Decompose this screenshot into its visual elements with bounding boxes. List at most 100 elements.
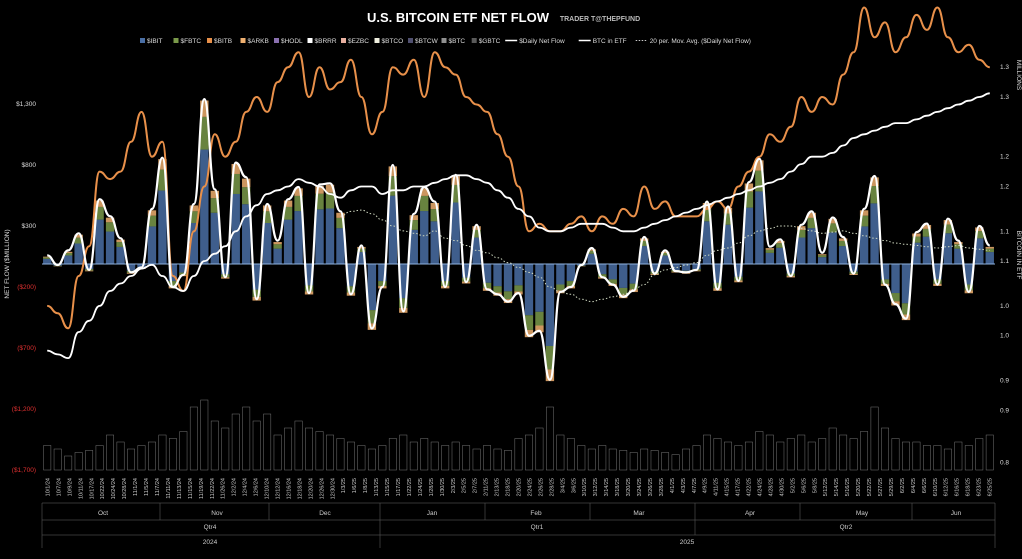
left-tick: $1,300 — [16, 101, 36, 108]
flow-bar — [168, 264, 178, 282]
flow-bar — [849, 264, 858, 272]
volume-bar — [504, 450, 512, 471]
quarter-label: Qtr2 — [840, 524, 853, 531]
x-tick-label: 12/4/24 — [243, 478, 249, 496]
flow-bar — [95, 206, 104, 220]
volume-bar — [357, 445, 366, 471]
x-tick-label: 4/15/25 — [725, 478, 731, 496]
btc-in-etf-line — [47, 92, 990, 360]
x-tick-label: 2/7/25 — [473, 478, 479, 493]
x-tick-label: 1/24/25 — [418, 478, 424, 496]
x-tick-label: 5/29/25 — [889, 478, 895, 496]
flow-bar — [105, 231, 115, 264]
legend-swatch-7 — [374, 38, 380, 43]
flow-bar — [755, 160, 764, 171]
flow-bar — [681, 264, 691, 271]
legend-swatch-4 — [274, 38, 279, 43]
flow-bar — [242, 204, 251, 264]
x-tick-label: 4/24/25 — [758, 478, 764, 496]
flow-bar — [283, 200, 293, 207]
flow-bar — [818, 254, 827, 256]
volume-bar — [975, 438, 984, 471]
x-tick-label: 11/19/24 — [199, 478, 205, 499]
flow-bar — [828, 218, 837, 224]
flow-bar — [765, 249, 775, 253]
volume-bars-layer — [43, 399, 994, 471]
flow-bar — [451, 184, 460, 203]
legend-swatch-3 — [240, 38, 246, 43]
volume-bar — [388, 438, 397, 471]
volume-bar — [462, 445, 471, 471]
flow-bar — [765, 252, 775, 264]
x-tick-label: 10/7/24 — [56, 478, 62, 496]
x-tick-label: 10/11/24 — [78, 478, 84, 499]
volume-bar — [189, 406, 198, 471]
volume-bar — [378, 445, 387, 471]
x-tick-label: 1/6/25 — [352, 478, 358, 493]
flow-bar — [441, 281, 450, 286]
volume-bar — [483, 445, 491, 471]
volume-bar — [294, 420, 303, 471]
month-label: Jan — [427, 510, 438, 517]
x-tick-label: 4/30/25 — [779, 478, 785, 496]
volume-bar — [441, 445, 450, 471]
right-tick: 0.9 — [1000, 407, 1009, 414]
flow-bar — [870, 177, 879, 187]
flow-bar — [514, 264, 523, 286]
flow-bar — [734, 264, 743, 277]
flow-bar — [116, 246, 125, 264]
x-tick-label: 4/22/25 — [747, 478, 753, 496]
legend-label-2: $BITB — [214, 38, 232, 45]
x-tick-label: 5/14/25 — [834, 478, 840, 496]
flow-bar — [388, 176, 398, 196]
x-tick-label: 2/5/25 — [462, 478, 468, 493]
left-tick: ($1,200) — [12, 406, 36, 413]
flow-bar — [409, 215, 418, 221]
flow-bar — [891, 264, 900, 294]
right-tick: 1.3 — [1000, 94, 1009, 101]
flow-bar — [776, 243, 785, 248]
volume-bar — [734, 445, 743, 471]
flow-bar — [524, 264, 534, 316]
chart-subtitle: TRADER T@THEPFUND — [560, 16, 640, 23]
x-tick-label: 2/20/25 — [517, 478, 523, 496]
legend-swatch-2 — [207, 38, 212, 43]
flow-bar — [451, 202, 460, 264]
flow-bar — [608, 279, 617, 284]
flow-bar — [556, 264, 565, 285]
flow-bar — [63, 251, 73, 254]
volume-bar — [525, 434, 533, 471]
x-tick-label: 11/13/24 — [177, 478, 183, 499]
flow-bar — [43, 258, 52, 264]
x-tick-label: 5/6/25 — [801, 478, 807, 493]
x-tick-label: 5/12/25 — [823, 478, 829, 496]
flow-bar — [105, 217, 115, 223]
volume-bar — [64, 455, 73, 471]
volume-bar — [755, 431, 764, 471]
flow-bar — [315, 209, 324, 264]
flow-bar — [147, 226, 157, 264]
flow-bar — [912, 242, 921, 264]
x-tick-label: 12/20/24 — [308, 478, 314, 499]
legend-label-11: $Daily Net Flow — [519, 38, 565, 45]
flow-bar — [776, 247, 785, 264]
x-tick-label: 5/8/25 — [812, 478, 818, 493]
flow-bar — [63, 253, 73, 256]
x-axis: 10/1/24 10/7/24 10/9/24 10/11/24 10/17/24 10/… — [41, 478, 996, 548]
x-tick-label: 10/1/24 — [46, 478, 52, 496]
x-tick-label: 3/26/25 — [648, 478, 654, 496]
flow-bar — [126, 264, 136, 271]
volume-bar — [336, 438, 345, 471]
flow-bar — [734, 276, 743, 281]
flow-bar — [74, 243, 83, 264]
flow-bar — [744, 191, 754, 208]
flow-bar — [336, 228, 345, 264]
x-tick-label: 10/22/24 — [100, 478, 106, 499]
volume-bar — [786, 438, 795, 471]
legend-label-5: $BRRR — [315, 38, 337, 45]
volume-bar — [430, 441, 439, 471]
flow-bar — [262, 211, 272, 224]
flow-bars-layer — [43, 100, 994, 382]
flow-bar — [158, 169, 167, 191]
x-tick-label: 11/11/24 — [166, 478, 172, 499]
